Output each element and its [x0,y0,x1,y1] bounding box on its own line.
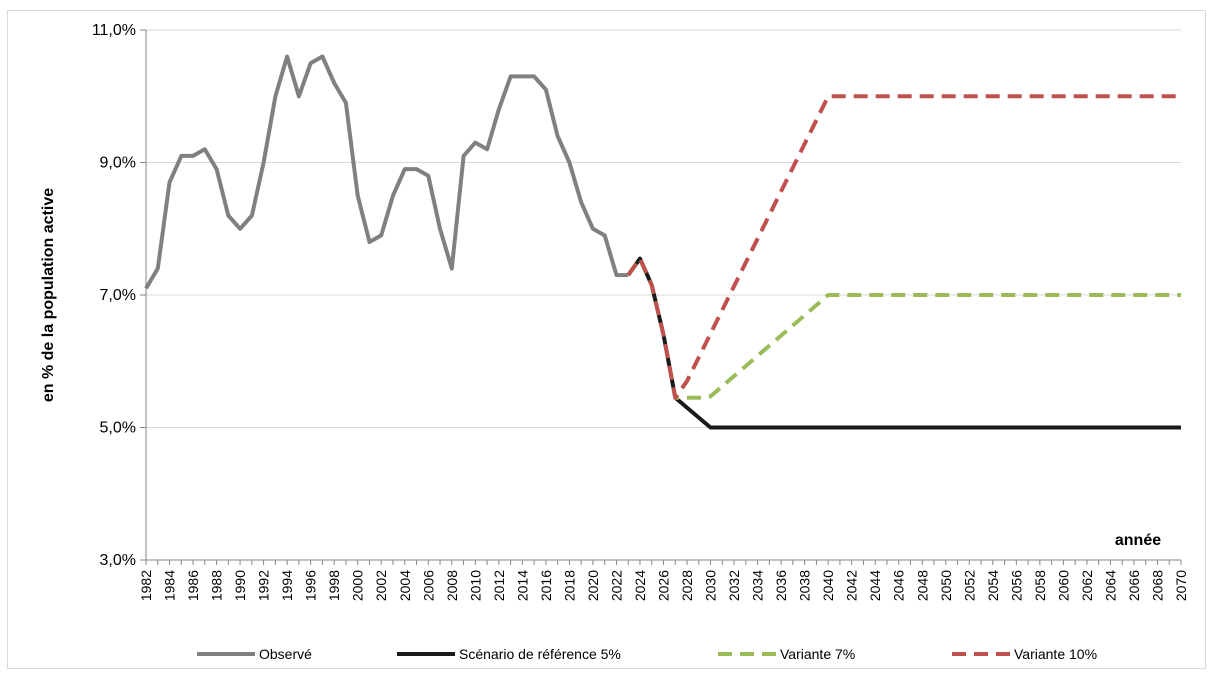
x-tick-label: 2070 [1173,570,1189,601]
legend-label: Variante 10% [1014,646,1097,662]
x-axis: 1982 1984 1986 1988 1990 1992 1994 1996 1998 2000… [138,559,1189,601]
x-tick-label: 2018 [561,570,577,601]
x-tick-label: 2024 [632,570,648,601]
x-tick-label: 2022 [608,570,624,601]
x-tick-label: 2046 [891,570,907,601]
x-tick-label: 2006 [420,570,436,601]
x-tick-label: 1998 [326,570,342,601]
x-tick-label: 2064 [1102,570,1118,601]
x-tick-label: 2056 [1008,570,1024,601]
series-line-observe [144,54,629,290]
x-tick-label: 1996 [303,570,319,601]
x-tick-label: 2050 [938,570,954,601]
x-tick-label: 2034 [750,570,766,601]
legend-label: Observé [259,646,312,662]
legend: Observé Scénario de référence 5% Variante … [197,646,1097,662]
x-tick-label: 2038 [797,570,813,601]
x-tick-label: 1988 [209,570,225,601]
y-axis-label: en % de la population active [40,188,57,402]
x-tick-label: 2048 [914,570,930,601]
x-tick-label: 2012 [491,570,507,601]
x-tick-label: 1990 [232,570,248,601]
x-tick-label: 2044 [867,570,883,601]
x-tick-label: 2010 [467,570,483,601]
legend-label: Variante 7% [780,646,855,662]
y-tick-label: 11,0% [92,22,136,39]
x-tick-label: 2036 [773,570,789,601]
x-axis-label: année [1115,532,1161,549]
x-tick-label: 2004 [397,570,413,601]
x-tick-label: 2058 [1032,570,1048,601]
y-tick-label: 3,0% [100,552,136,569]
x-tick-label: 2032 [726,570,742,601]
x-tick-label: 2054 [985,570,1001,601]
y-tick-label: 5,0% [100,420,136,437]
x-tick-label: 2040 [820,570,836,601]
x-tick-label: 1992 [256,570,272,601]
y-tick-label: 9,0% [100,155,136,172]
x-tick-label: 2068 [1149,570,1165,601]
x-tick-label: 2020 [585,570,601,601]
x-tick-label: 2060 [1055,570,1071,601]
x-tick-label: 1982 [138,570,154,601]
x-tick-label: 1984 [162,570,178,601]
x-tick-label: 2062 [1079,570,1095,601]
x-tick-label: 2002 [373,570,389,601]
x-tick-label: 1994 [279,570,295,601]
x-tick-label: 2028 [679,570,695,601]
x-tick-label: 2042 [844,570,860,601]
chart-border [7,10,1206,669]
x-tick-label: 2008 [444,570,460,601]
series-line-variante-10 [626,94,1181,400]
x-tick-label: 2000 [350,570,366,601]
x-tick-label: 2052 [961,570,977,601]
x-tick-label: 2026 [656,570,672,601]
x-tick-label: 2066 [1126,570,1142,601]
x-tick-label: 1986 [185,570,201,601]
x-tick-label: 2014 [514,570,530,601]
series-lines [144,54,1181,430]
y-tick-label: 7,0% [100,287,136,304]
x-tick-label: 2030 [703,570,719,601]
legend-label: Scénario de référence 5% [459,646,621,662]
y-axis: 3,0% 5,0% 7,0% 9,0% 11,0% [92,22,147,569]
x-tick-label: 2016 [538,570,554,601]
